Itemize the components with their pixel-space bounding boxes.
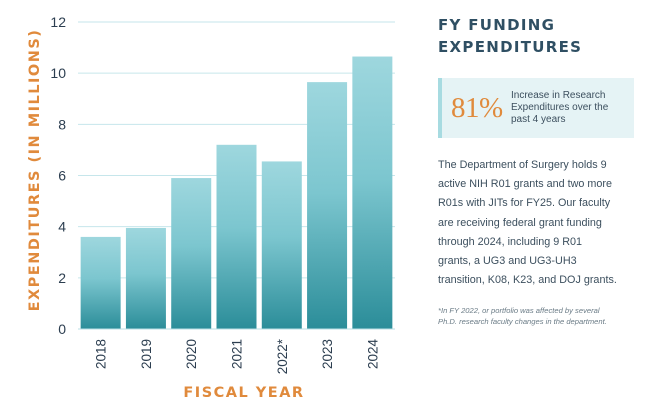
x-tick-label: 2022* [275, 338, 290, 374]
y-tick-label: 2 [58, 270, 66, 286]
x-tick-label: 2020 [184, 339, 199, 369]
bar-2022 [261, 161, 302, 329]
bar-2021 [216, 144, 257, 329]
stat-description: Increase in Research Expenditures over t… [511, 90, 609, 125]
y-tick-label: 12 [50, 14, 66, 30]
y-tick-label: 6 [58, 168, 66, 184]
stat-value: 81% [451, 91, 503, 124]
y-tick-label: 10 [50, 65, 66, 81]
bars [80, 56, 393, 329]
footnote: *In FY 2022, or portfolio was affected b… [438, 306, 607, 326]
y-tick-label: 8 [58, 116, 66, 132]
x-tick-label: 2024 [365, 339, 380, 370]
body-paragraph: The Department of Surgery holds 9 active… [438, 159, 617, 287]
bar-2024 [352, 56, 393, 329]
x-tick-label: 2023 [320, 339, 335, 369]
panel-title: FY FUNDING EXPENDITURES [438, 16, 583, 56]
x-tick-label: 2019 [139, 339, 154, 369]
stat-accent-bar [438, 78, 442, 138]
y-axis-title: EXPENDITURES (IN MILLIONS) [27, 29, 43, 312]
x-tick-labels: 2018 2019 2020 2021 2022* 2023 2024 [94, 338, 381, 374]
bar-2018 [80, 236, 121, 329]
x-axis-title: FISCAL YEAR [183, 385, 304, 401]
stat-callout: 81% Increase in Research Expenditures ov… [438, 78, 634, 138]
bar-2023 [307, 82, 348, 329]
bar-2019 [125, 227, 166, 329]
y-tick-label: 4 [58, 219, 66, 235]
side-panel: FY FUNDING EXPENDITURES 81% Increase in … [438, 14, 634, 327]
x-tick-label: 2018 [94, 339, 109, 369]
y-tick-label: 0 [58, 321, 66, 337]
x-tick-label: 2021 [230, 339, 245, 369]
y-tick-labels: 0 2 4 6 8 10 12 [50, 14, 66, 337]
bar-2020 [171, 178, 212, 329]
